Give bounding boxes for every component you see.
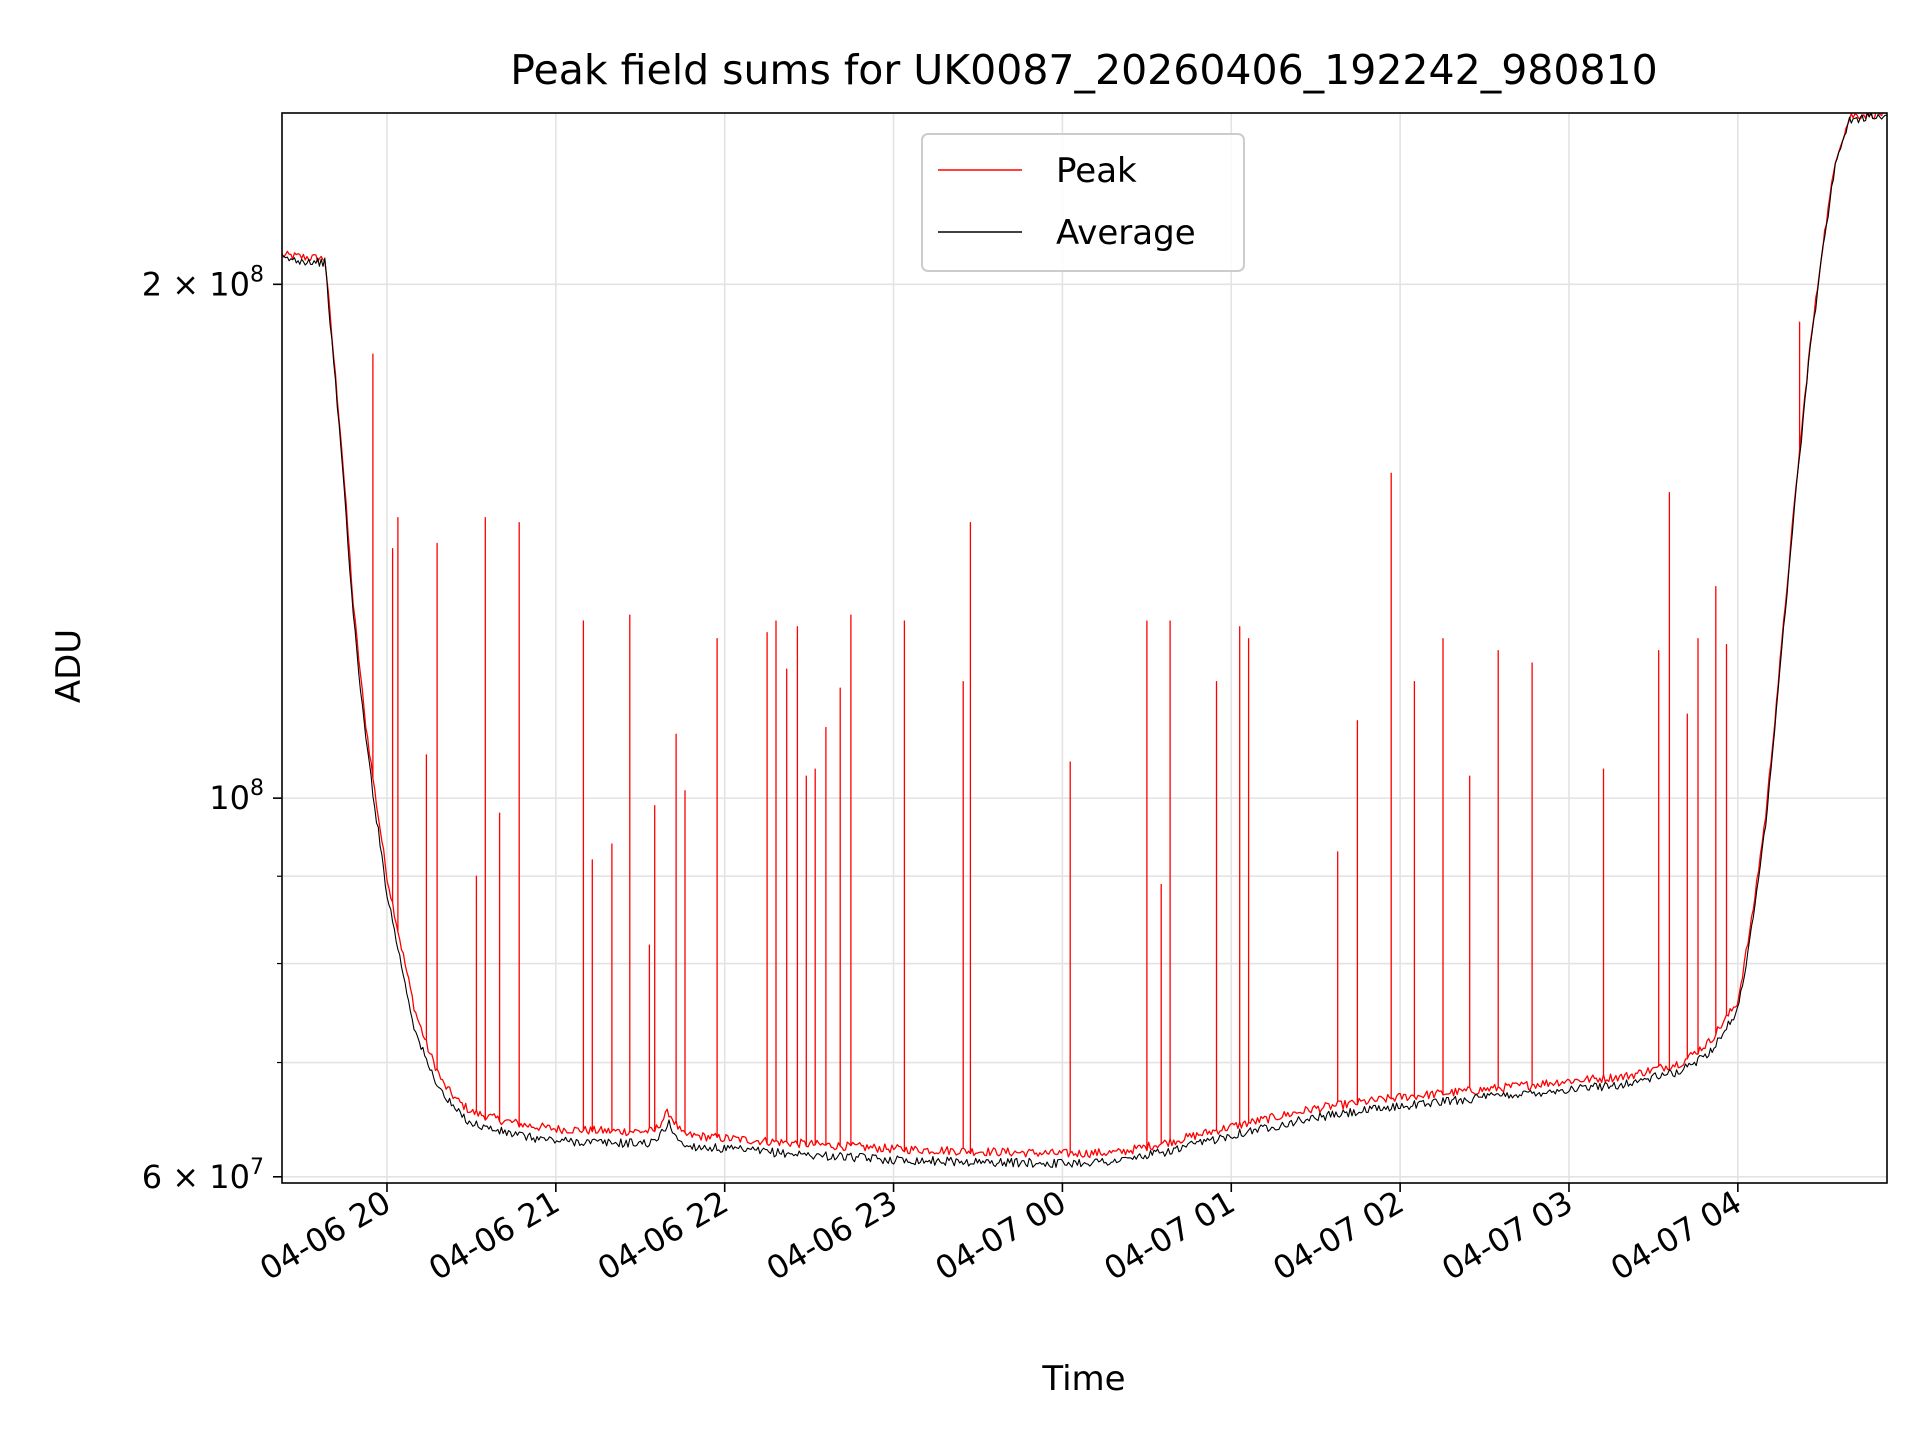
series-line-average (282, 113, 1887, 1168)
series-line-peak (282, 113, 1884, 1159)
plot-series (282, 113, 1887, 1168)
legend-label-average: Average (1056, 213, 1196, 253)
y-axis-label: ADU (49, 629, 89, 703)
y-tick-label: 2 × 108 (142, 262, 264, 303)
grid (282, 113, 1887, 1183)
x-axis-label: Time (1041, 1359, 1125, 1399)
legend: Peak Average (921, 133, 1245, 272)
legend-box (921, 133, 1245, 272)
chart-title: Peak field sums for UK0087_20260406_1922… (510, 46, 1657, 94)
y-tick-label: 6 × 107 (142, 1155, 264, 1196)
y-axis: 6 × 107 108 2 × 108 (142, 262, 282, 1196)
y-tick-label: 108 (209, 776, 264, 817)
plot-frame (281, 112, 1888, 1184)
legend-label-peak: Peak (1056, 151, 1137, 191)
